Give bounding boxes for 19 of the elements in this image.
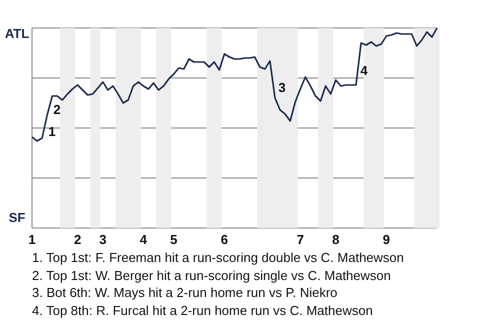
x-tick-label: 6	[220, 232, 228, 247]
annotation: 2	[52, 102, 62, 118]
text: 4. Top 8th: R. Furcal hit a 2-run home run vs C. Mathewson	[32, 302, 374, 319]
annotation: 1	[47, 124, 57, 140]
x-tick-label: 3	[99, 232, 106, 247]
x-tick-label: 9	[382, 232, 390, 247]
x-tick-label: 1	[28, 232, 36, 247]
text: 1. Top 1st: F. Freeman hit a run-scoring double vs C. Mathewson	[32, 249, 404, 266]
text: 2. Top 1st: W. Berger hit a run-scoring single vs C. Mathewson	[32, 266, 392, 284]
annotation: 4	[359, 63, 369, 79]
text: ATL	[4, 26, 30, 42]
x-tick-label: 5	[170, 232, 178, 247]
x-tick-label: 7	[296, 232, 304, 247]
text: 3. Bot 6th: W. Mays hit a 2-run home run vs P. Niekro	[32, 284, 338, 302]
x-tick-label: 4	[140, 232, 148, 247]
x-tick-label: 8	[332, 232, 340, 247]
text: SF	[8, 210, 26, 226]
annotation: 3	[277, 80, 287, 96]
x-tick-label: 2	[74, 232, 82, 247]
